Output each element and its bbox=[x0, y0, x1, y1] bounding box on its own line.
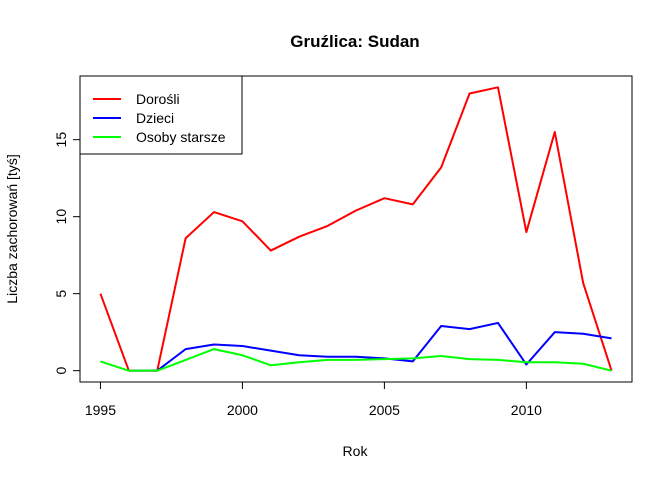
y-tick-label: 0 bbox=[53, 367, 69, 375]
series-layer bbox=[99, 86, 613, 372]
series-line-1 bbox=[128, 321, 612, 372]
x-tick-label: 1995 bbox=[85, 402, 116, 418]
series-line-0 bbox=[99, 86, 613, 372]
series-line-2 bbox=[100, 348, 612, 372]
legend: Dorośli Dzieci Osoby starsze bbox=[79, 75, 243, 155]
x-tick-label: 2000 bbox=[227, 402, 258, 418]
y-axis-label: Liczba zachorowań [tyś] bbox=[4, 154, 20, 303]
x-tick-label: 2005 bbox=[369, 402, 400, 418]
legend-box bbox=[79, 75, 243, 155]
y-tick-label: 15 bbox=[53, 132, 69, 148]
x-axis: 1995 2000 2005 2010 bbox=[85, 381, 542, 418]
legend-label-0: Dorośli bbox=[136, 91, 180, 107]
y-tick-label: 10 bbox=[53, 209, 69, 225]
y-tick-label: 5 bbox=[53, 290, 69, 298]
x-tick-label: 2010 bbox=[511, 402, 542, 418]
chart-title: Gruźlica: Sudan bbox=[290, 32, 419, 51]
legend-label-2: Osoby starsze bbox=[136, 129, 226, 145]
x-axis-label: Rok bbox=[343, 443, 369, 459]
legend-label-1: Dzieci bbox=[136, 110, 174, 126]
y-axis: 0 5 10 15 bbox=[53, 132, 81, 375]
